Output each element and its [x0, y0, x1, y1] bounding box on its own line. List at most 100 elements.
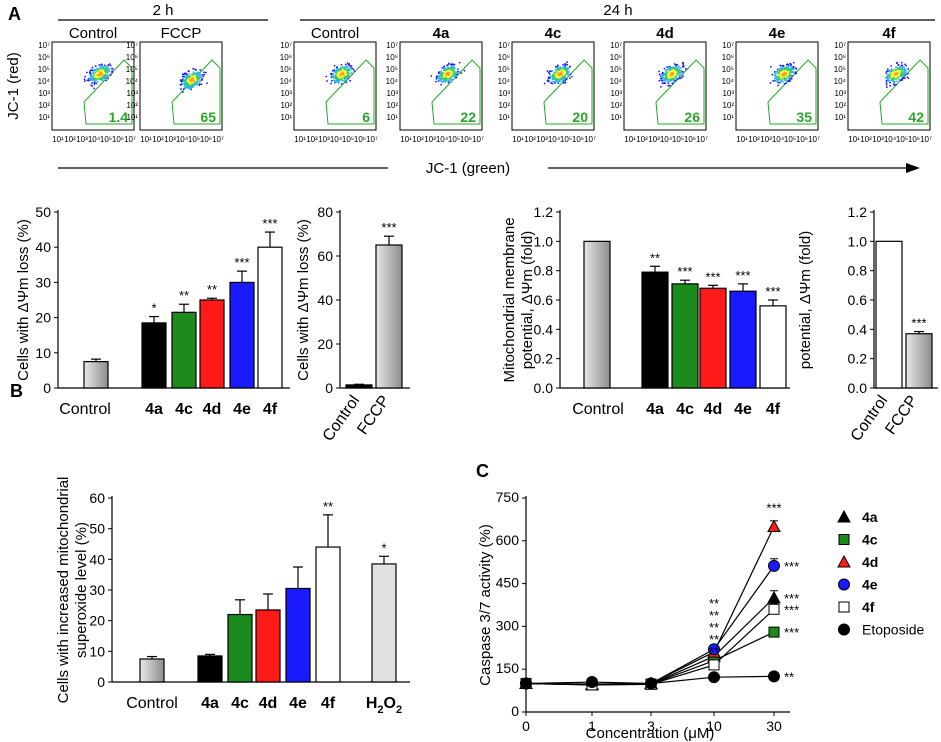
flow-event-dot [556, 70, 559, 73]
y-tick-label: 1.2 [848, 204, 868, 220]
flow-xtick-label: 10³ [760, 135, 772, 144]
flow-event-dot [787, 64, 790, 67]
flow-event-dot [347, 63, 350, 66]
flow-event-dot [107, 64, 110, 66]
flow-ytick-label: 10¹ [386, 113, 398, 122]
flow-event-dot [778, 76, 781, 79]
flow-event-dot [449, 76, 452, 79]
flow-event-dot [893, 81, 895, 84]
flow-ytick-label: 10⁷ [386, 41, 398, 50]
flow-event-dot [779, 71, 782, 73]
flow-event-dot [782, 71, 785, 73]
bar-4a [641, 271, 669, 389]
flow-event-dot [453, 63, 456, 66]
flow-event-dot [89, 72, 92, 75]
flow-event-dot [99, 66, 102, 69]
flow-event-dot [682, 63, 685, 65]
flow-event-dot [336, 77, 339, 79]
flow-event-dot [445, 72, 447, 75]
bar-4e [229, 281, 255, 389]
flow-xtick-label: 10⁴ [772, 135, 785, 144]
flow-event-dot [104, 74, 107, 77]
flow-plot-frame [139, 41, 223, 131]
flow-event-dot [676, 78, 679, 80]
flow-event-dot [904, 69, 907, 72]
flow-event-dot [566, 73, 569, 76]
flow-ytick-label: 10⁵ [722, 65, 734, 74]
flow-event-dot [341, 71, 344, 74]
flow-ytick-label: 10³ [610, 89, 622, 98]
flow-event-dot [445, 79, 448, 82]
flow-ytick-label: 10¹ [722, 113, 734, 122]
flow-ytick-label: 10⁷ [722, 41, 734, 50]
flow-event-dot [569, 65, 572, 68]
flow-2h-label: 2 h [153, 2, 174, 19]
flow-event-dot [179, 79, 182, 82]
flow-event-dot [559, 66, 562, 69]
bar-4c [171, 311, 197, 389]
flow-event-dot [565, 78, 568, 81]
flow-event-dot [182, 73, 185, 76]
flow-event-dot [442, 74, 445, 77]
flow-xtick-label: 10² [152, 135, 164, 144]
flow-ytick-label: 10⁶ [126, 53, 138, 62]
flow-event-dot [456, 67, 459, 70]
flow-ytick-label: 10¹ [126, 113, 138, 122]
x-tick-label: 0 [522, 718, 530, 734]
flow-event-dot [554, 68, 557, 71]
category-label-sub: 2 [377, 704, 383, 716]
y-tick-label: 0.8 [534, 263, 554, 279]
flow-event-dot [556, 65, 559, 68]
flow-event-dot [343, 66, 346, 69]
flow-event-dot [435, 78, 438, 80]
flow-ytick-label: 10⁷ [126, 41, 138, 50]
flow-event-dot [440, 74, 443, 77]
flow-event-dot [339, 72, 342, 75]
flow-panel-title: 4a [433, 25, 450, 42]
flow-event-dot [193, 73, 196, 75]
flow-event-dot [792, 61, 795, 64]
flow-event-dot [674, 70, 677, 73]
flow-event-dot [447, 81, 450, 84]
flow-gate [83, 59, 133, 125]
flow-event-dot [338, 69, 340, 72]
flow-event-dot [199, 69, 202, 71]
category-label: FCCP [354, 393, 393, 438]
flow-event-dot [195, 72, 198, 75]
category-label: Control [848, 393, 892, 445]
flow-event-dot [562, 63, 564, 66]
flow-gate-percent: 35 [796, 109, 812, 125]
flow-event-dot [184, 73, 186, 75]
flow-event-dot [93, 87, 96, 90]
flow-event-dot [676, 73, 679, 75]
y-tick-label: 0.2 [848, 351, 868, 367]
flow-ytick-label: 10³ [834, 89, 846, 98]
flow-panel-title: 4c [545, 25, 562, 42]
flow-event-dot [344, 75, 347, 78]
flow-event-dot [682, 66, 685, 68]
flow-event-dot [440, 70, 443, 73]
flow-event-dot [337, 71, 340, 74]
flow-event-dot [449, 63, 452, 66]
y-tick-label: 40 [317, 292, 333, 308]
flow-event-dot [671, 75, 673, 78]
flow-xtick-label: 10⁷ [920, 135, 932, 144]
flow-event-dot [101, 76, 104, 79]
flow-event-dot [556, 77, 559, 79]
flow-event-dot [551, 82, 554, 85]
category-label: 4e [233, 401, 251, 418]
flow-ytick-label: 10¹ [498, 113, 510, 122]
flow-event-dot [674, 72, 676, 75]
flow-event-dot [550, 81, 552, 84]
flow-ytick-label: 10⁵ [610, 65, 622, 74]
series-line [525, 597, 775, 686]
flow-event-dot [886, 80, 889, 83]
y-tick-label: 0.4 [848, 321, 868, 337]
flow-event-dot [776, 79, 778, 82]
flow-event-dot [336, 80, 339, 83]
flow-event-dot [679, 67, 682, 69]
